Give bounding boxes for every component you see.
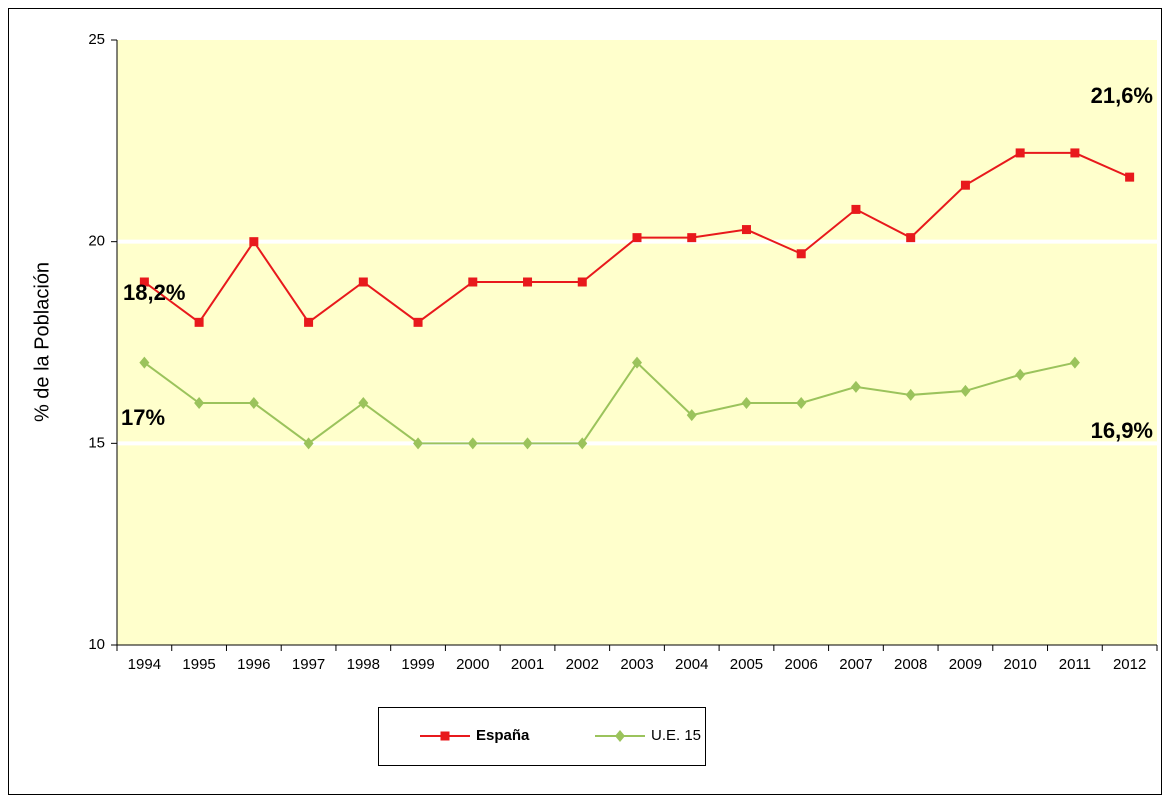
annotation: 17% xyxy=(121,405,165,430)
y-tick-label: 15 xyxy=(88,434,105,451)
marker xyxy=(468,277,478,287)
marker xyxy=(741,225,751,235)
marker xyxy=(1070,148,1080,158)
marker xyxy=(358,277,368,287)
marker xyxy=(1015,368,1026,381)
x-tick-label: 2005 xyxy=(730,656,763,673)
x-tick-label: 1999 xyxy=(401,656,434,673)
marker xyxy=(413,437,424,450)
x-tick-label: 2003 xyxy=(620,656,653,673)
marker xyxy=(304,317,314,327)
marker xyxy=(686,409,697,422)
marker xyxy=(303,437,314,450)
marker xyxy=(577,437,588,450)
x-tick-label: 2008 xyxy=(894,656,927,673)
marker xyxy=(1015,148,1025,158)
y-tick-label: 10 xyxy=(88,636,105,653)
x-tick-label: 1995 xyxy=(182,656,215,673)
marker xyxy=(467,437,478,450)
x-tick-label: 1997 xyxy=(292,656,325,673)
x-tick-label: 2000 xyxy=(456,656,489,673)
x-tick-label: 2010 xyxy=(1003,656,1036,673)
annotation: 16,9% xyxy=(1091,418,1153,443)
x-tick-label: 2002 xyxy=(566,656,599,673)
marker xyxy=(522,437,533,450)
marker xyxy=(906,233,916,243)
marker xyxy=(687,233,697,243)
x-tick-label: 2009 xyxy=(949,656,982,673)
marker xyxy=(248,397,259,409)
x-tick-label: 1996 xyxy=(237,656,270,673)
x-tick-label: 2011 xyxy=(1059,656,1091,673)
x-tick-label: 2006 xyxy=(785,656,818,673)
plot-area xyxy=(117,40,1157,645)
marker xyxy=(632,233,642,243)
marker xyxy=(577,277,587,287)
annotation: 18,2% xyxy=(123,280,185,305)
x-tick-label: 1994 xyxy=(128,656,161,673)
marker xyxy=(413,317,423,327)
x-tick-label: 2012 xyxy=(1113,656,1146,673)
marker xyxy=(523,277,533,287)
marker xyxy=(796,249,806,259)
x-tick-label: 2004 xyxy=(675,656,708,673)
series-line xyxy=(143,361,1076,445)
legend-label: España xyxy=(476,727,530,744)
marker xyxy=(194,317,204,327)
marker xyxy=(632,356,642,369)
marker xyxy=(615,730,625,742)
annotation: 21,6% xyxy=(1091,83,1153,108)
x-tick-label: 2007 xyxy=(839,656,872,673)
marker xyxy=(851,204,861,214)
x-tick-label: 1998 xyxy=(347,656,380,673)
marker xyxy=(850,380,861,393)
x-tick-label: 2001 xyxy=(511,656,544,673)
marker xyxy=(960,384,971,397)
marker xyxy=(440,731,450,741)
marker xyxy=(1125,172,1135,182)
marker xyxy=(960,180,970,190)
marker xyxy=(139,356,150,369)
marker xyxy=(905,388,916,401)
y-tick-label: 20 xyxy=(88,233,105,250)
marker xyxy=(796,397,807,409)
marker xyxy=(139,277,149,287)
y-axis-label: % de la Población xyxy=(31,262,53,422)
y-tick-label: 25 xyxy=(88,31,105,48)
legend-label: U.E. 15 xyxy=(651,727,701,744)
marker xyxy=(358,397,369,409)
marker xyxy=(741,397,752,409)
marker xyxy=(194,397,205,409)
marker xyxy=(249,237,259,247)
marker xyxy=(1069,356,1080,369)
